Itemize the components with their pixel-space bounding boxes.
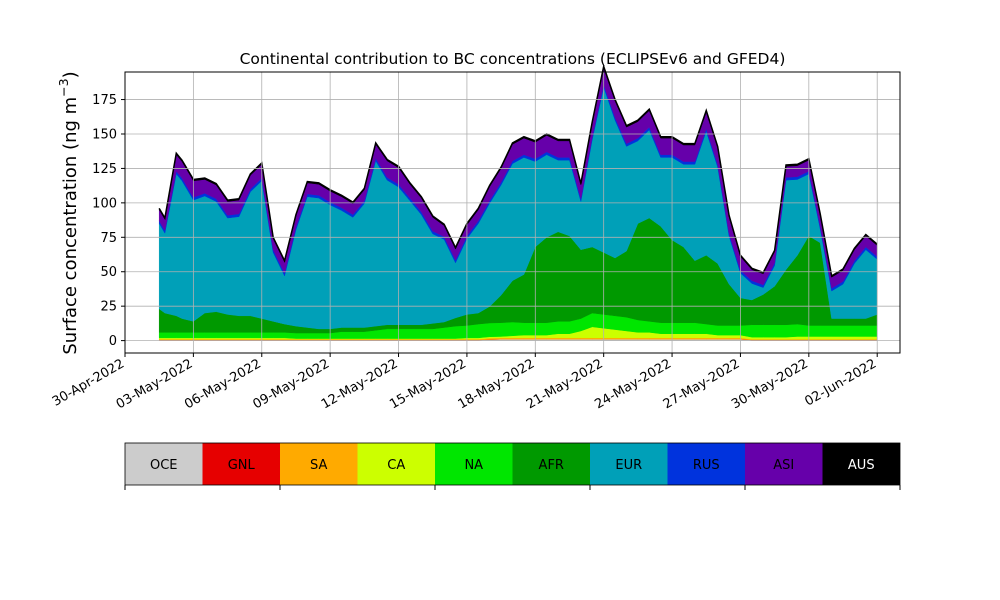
x-tick-label: 15-May-2022 xyxy=(387,356,469,412)
y-tick-label: 25 xyxy=(100,300,117,315)
legend-swatch-sa xyxy=(280,443,358,485)
x-tick-label: 30-May-2022 xyxy=(729,356,811,412)
x-tick-label: 02-Jun-2022 xyxy=(802,356,879,409)
legend-label-eur: EUR xyxy=(615,458,642,473)
x-tick-label: 21-May-2022 xyxy=(524,356,606,412)
legend-label-oce: OCE xyxy=(150,458,178,473)
y-tick-label: 75 xyxy=(100,231,117,246)
y-axis-label: Surface concentration (ng m−3) xyxy=(56,71,81,354)
y-tick-label: 50 xyxy=(100,265,117,280)
x-tick-label: 06-May-2022 xyxy=(182,356,264,412)
x-tick-label: 12-May-2022 xyxy=(319,356,401,412)
legend-frame xyxy=(124,442,901,486)
legend-label-afr: AFR xyxy=(539,458,564,473)
legend-swatch-gnl xyxy=(202,443,280,485)
legend: OCE GNL SA CA NA AFR EUR RUS ASI AUS xyxy=(124,442,901,490)
total-outline xyxy=(158,63,878,278)
legend-label-sa: SA xyxy=(310,458,327,473)
legend-swatch-aus xyxy=(822,443,900,485)
y-axis: 0 25 50 75 100 125 150 175 xyxy=(92,93,125,349)
legend-swatch-na xyxy=(435,443,513,485)
y-tick-label: 125 xyxy=(92,162,117,177)
legend-swatch-afr xyxy=(512,443,590,485)
legend-label-asi: ASI xyxy=(773,458,794,473)
x-axis: 30-Apr-202203-May-202206-May-202209-May-… xyxy=(50,353,879,412)
legend-label-gnl: GNL xyxy=(228,458,256,473)
legend-label-aus: AUS xyxy=(848,458,875,473)
legend-swatch-rus xyxy=(667,443,745,485)
y-tick-label: 0 xyxy=(109,334,117,349)
legend-label-ca: CA xyxy=(387,458,405,473)
x-tick-label: 09-May-2022 xyxy=(250,356,332,412)
plot-area xyxy=(124,63,901,354)
legend-swatch-oce xyxy=(125,443,203,485)
x-tick-label: 24-May-2022 xyxy=(592,356,674,412)
plot-frame xyxy=(124,71,901,354)
y-tick-label: 100 xyxy=(92,196,117,211)
chart-title: Continental contribution to BC concentra… xyxy=(240,50,786,68)
x-tick-label: 18-May-2022 xyxy=(456,356,538,412)
legend-swatch-asi xyxy=(745,443,823,485)
y-tick-label: 175 xyxy=(92,93,117,108)
y-tick-label: 150 xyxy=(92,127,117,142)
legend-label-rus: RUS xyxy=(693,458,720,473)
legend-swatch-eur xyxy=(590,443,668,485)
legend-label-na: NA xyxy=(464,458,483,473)
legend-swatch-ca xyxy=(357,443,435,485)
x-tick-label: 03-May-2022 xyxy=(114,356,196,412)
x-tick-label: 27-May-2022 xyxy=(661,356,743,412)
